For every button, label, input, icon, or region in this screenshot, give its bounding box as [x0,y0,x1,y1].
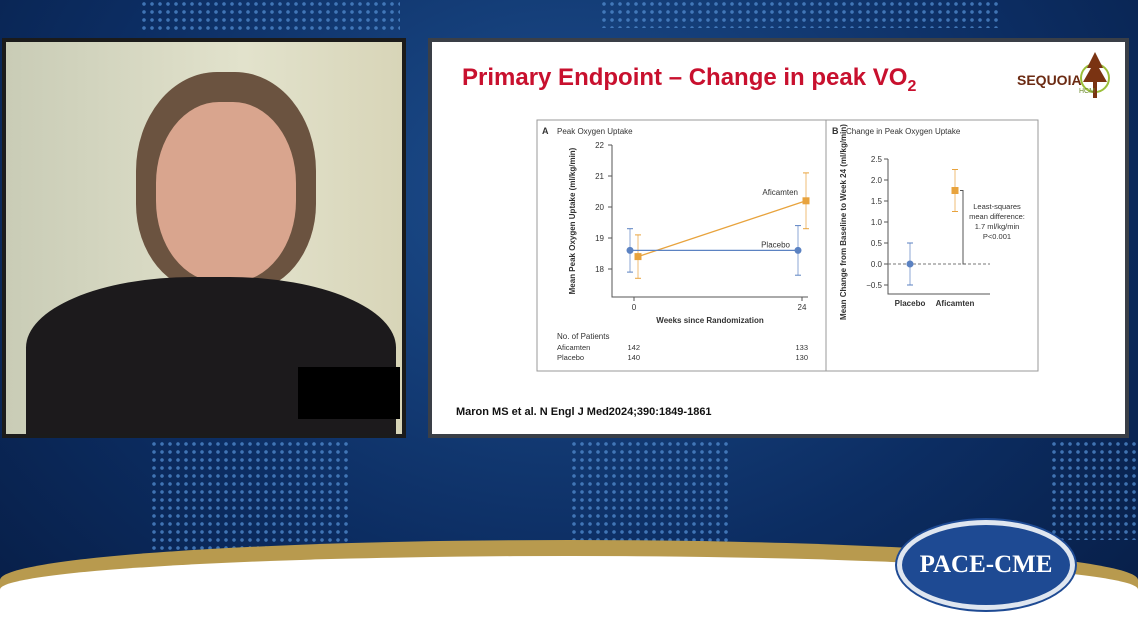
difference-bracket [960,190,966,265]
data-point [951,187,959,194]
data-point [626,246,634,254]
series-label: Placebo [761,240,790,249]
y-tick-label: 0.5 [871,239,883,248]
title-subscript: 2 [907,77,917,95]
citation: Maron MS et al. N Engl J Med2024;390:184… [456,406,712,418]
data-point [802,197,810,205]
patients-header: No. of Patients [557,332,609,341]
patients-count: 130 [795,353,808,362]
y-tick-label: 21 [595,172,604,181]
axis-b [887,159,990,295]
x-tick-label: 24 [798,303,807,312]
y-tick-label: 0.0 [871,260,883,269]
x-tick-label: 0 [632,303,637,312]
x-axis-label: Weeks since Randomization [656,316,764,325]
y-tick-label: 22 [595,141,604,150]
axis-a [611,145,808,298]
annotation-line: mean difference: [969,212,1025,221]
patients-count: 142 [627,343,640,352]
y-tick-label: 2.0 [871,176,883,185]
patients-count: 133 [795,343,808,352]
series-line-aficamten [637,200,807,258]
panel-title: Peak Oxygen Uptake [557,127,633,136]
y-tick-label: −0.5 [866,281,882,290]
y-tick-label: 20 [595,203,604,212]
title-text: Primary Endpoint – Change in peak VO [462,64,908,91]
pace-cme-logo: PACE-CME [897,520,1075,610]
patients-row-label: Aficamten [557,343,590,352]
map-dots [150,440,350,550]
y-tick-label: 19 [595,234,604,243]
speaker-video [2,38,406,438]
slide-title: Primary Endpoint – Change in peak VO2 [462,64,916,96]
y-tick-label: 1.5 [871,197,883,206]
panel-title: Change in Peak Oxygen Uptake [846,127,961,136]
y-tick-label: 2.5 [871,155,883,164]
map-dots [1050,440,1138,540]
data-point [906,260,914,268]
annotation-line: Least-squares [973,202,1021,211]
category-label: Aficamten [936,299,975,308]
brand-name: PACE-CME [919,551,1053,578]
category-label: Placebo [895,299,926,308]
y-tick-label: 1.0 [871,218,883,227]
sequoia-logo: SEQUOIA HCM [1017,48,1117,104]
y-tick-label: 18 [595,265,604,274]
annotation-line: P<0.001 [983,232,1011,241]
data-point [634,253,642,261]
map-dots [600,0,1000,28]
panel-label: A [542,126,549,136]
annotation-line: 1.7 ml/kg/min [975,222,1020,231]
map-dots [140,0,400,30]
black-box [298,367,400,419]
data-point [794,246,802,254]
y-axis-label: Mean Change from Baseline to Week 24 (ml… [839,124,848,320]
series-label: Aficamten [762,188,798,197]
patients-row-label: Placebo [557,353,584,362]
figure-frame [536,119,1039,372]
patients-count: 140 [627,353,640,362]
face [156,102,296,282]
panel-label: B [832,126,839,136]
y-axis-label: Mean Peak Oxygen Uptake (ml/kg/min) [568,147,577,294]
